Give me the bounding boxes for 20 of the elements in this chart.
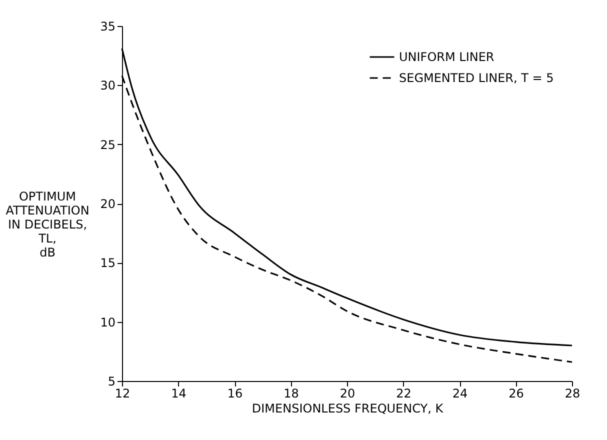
x-tick-label: 22: [396, 386, 412, 400]
x-tick-label: 12: [114, 386, 130, 400]
legend-label: SEGMENTED LINER, T = 5: [399, 71, 554, 85]
x-tick-label: 24: [452, 386, 468, 400]
y-tick-label: 10: [100, 315, 116, 330]
x-tick-label: 20: [340, 386, 356, 400]
y-tick-label: 25: [100, 138, 116, 152]
y-tick-label: 5: [108, 374, 116, 388]
y-tick-label: 20: [100, 197, 116, 211]
y-tick-label: 35: [100, 20, 116, 34]
x-tick-label: 16: [227, 386, 243, 400]
legend-label: UNIFORM LINER: [399, 50, 494, 64]
y-tick-label: 15: [100, 256, 116, 270]
x-tick-label: 28: [564, 386, 580, 400]
x-tick-label: 26: [508, 386, 524, 400]
x-tick-label: 14: [171, 386, 186, 400]
y-axis-title: OPTIMUM ATTENUATION IN DECIBELS, TL, dB: [6, 190, 90, 260]
y-tick-label: 30: [100, 78, 116, 93]
x-axis-title: DIMENSIONLESS FREQUENCY, K: [252, 402, 444, 416]
x-tick-label: 18: [284, 386, 299, 400]
